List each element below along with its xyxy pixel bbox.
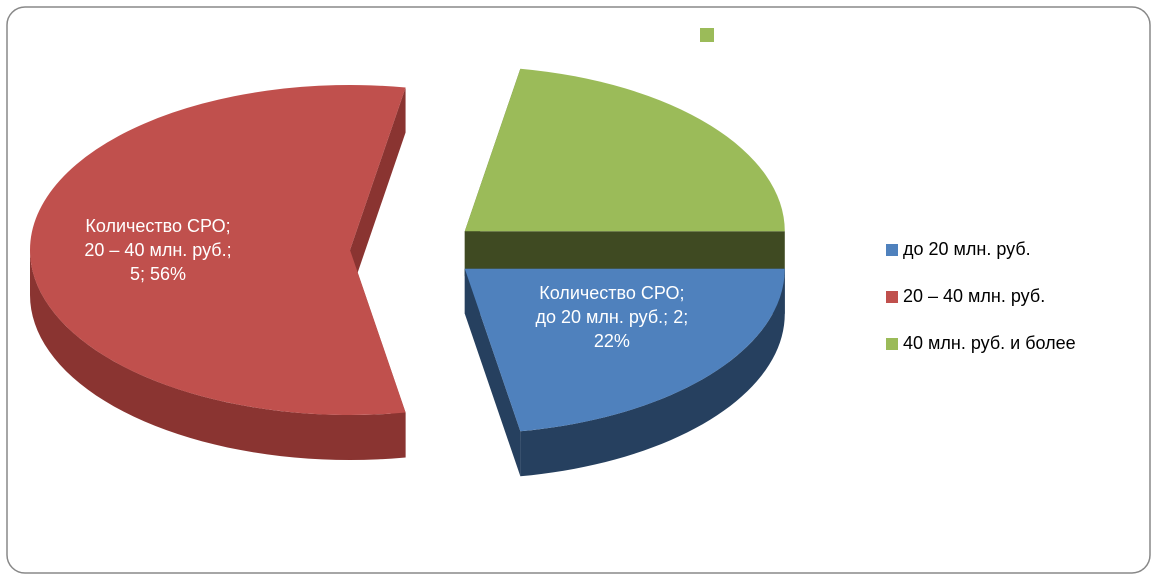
- slice-radial-side: [464, 268, 521, 477]
- legend-label: до 20 млн. руб.: [903, 239, 1031, 259]
- slice-radial-side: [464, 231, 785, 277]
- legend-swatch: [886, 244, 898, 256]
- legend-label: 20 – 40 млн. руб.: [903, 286, 1045, 306]
- slice-outer-side: [520, 268, 785, 477]
- legend-swatch: [886, 338, 898, 350]
- stray-marker: [700, 28, 714, 42]
- slice-radial-side: [350, 87, 406, 296]
- slice-outer-side: [30, 250, 406, 460]
- slice: [30, 85, 406, 415]
- data-label: Количество СРО; 20 – 40 млн. руб.; 5; 56…: [84, 216, 232, 284]
- slice: [464, 268, 785, 432]
- slice: [464, 68, 785, 232]
- data-label: Количество СРО; до 20 млн. руб.; 2; 22%: [535, 282, 689, 351]
- legend-swatch: [886, 291, 898, 303]
- legend-label: 40 млн. руб. и более: [903, 333, 1076, 353]
